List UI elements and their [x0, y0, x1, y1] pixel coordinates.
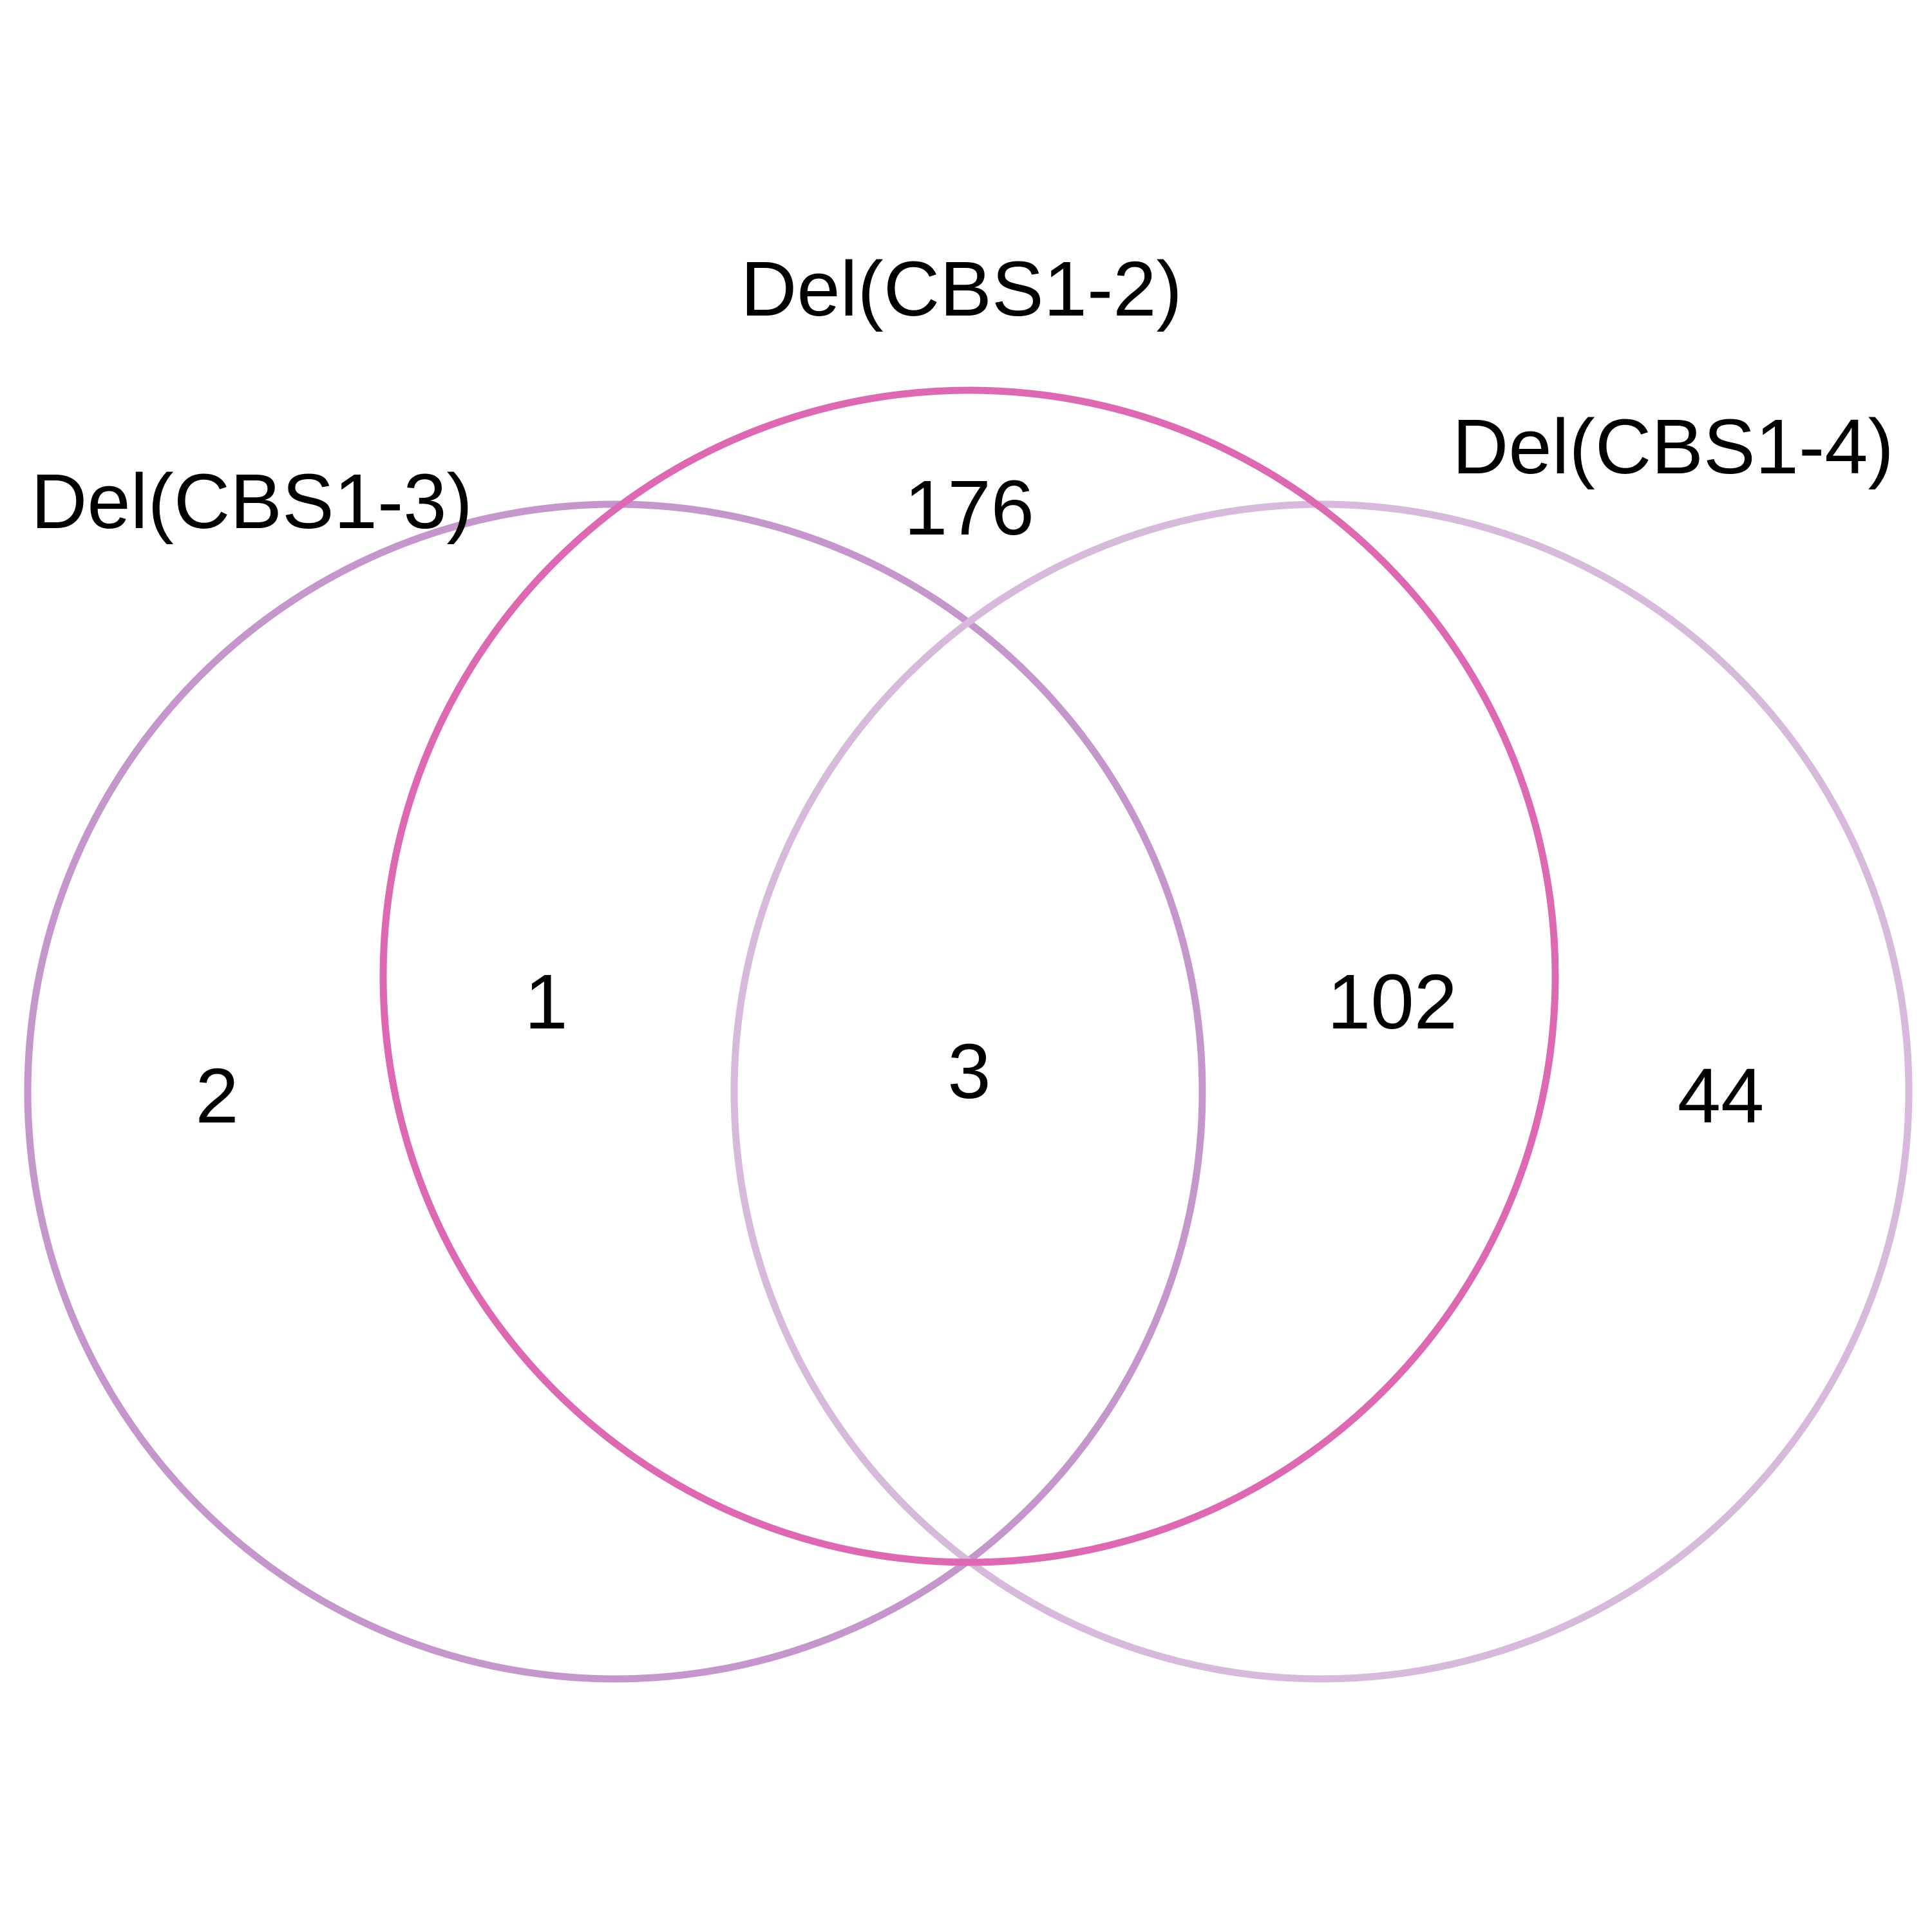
- count-only-del-cbs1-3: 2: [195, 1052, 238, 1139]
- set-label-del-cbs1-4: Del(CBS1-4): [1452, 402, 1894, 490]
- set-label-del-cbs1-2: Del(CBS1-2): [741, 245, 1182, 332]
- set-circle-del-cbs1-2: [379, 386, 1559, 1566]
- count-only-del-cbs1-4: 44: [1678, 1052, 1765, 1139]
- count-del-cbs1-3-and-del-cbs1-2: 1: [524, 958, 567, 1045]
- count-del-cbs1-2-and-del-cbs1-4: 102: [1327, 958, 1457, 1045]
- count-only-del-cbs1-2: 176: [904, 464, 1034, 551]
- set-circle-del-cbs1-3: [24, 500, 1206, 1683]
- set-label-del-cbs1-3: Del(CBS1-3): [31, 457, 473, 545]
- count-all-three: 3: [947, 1027, 990, 1115]
